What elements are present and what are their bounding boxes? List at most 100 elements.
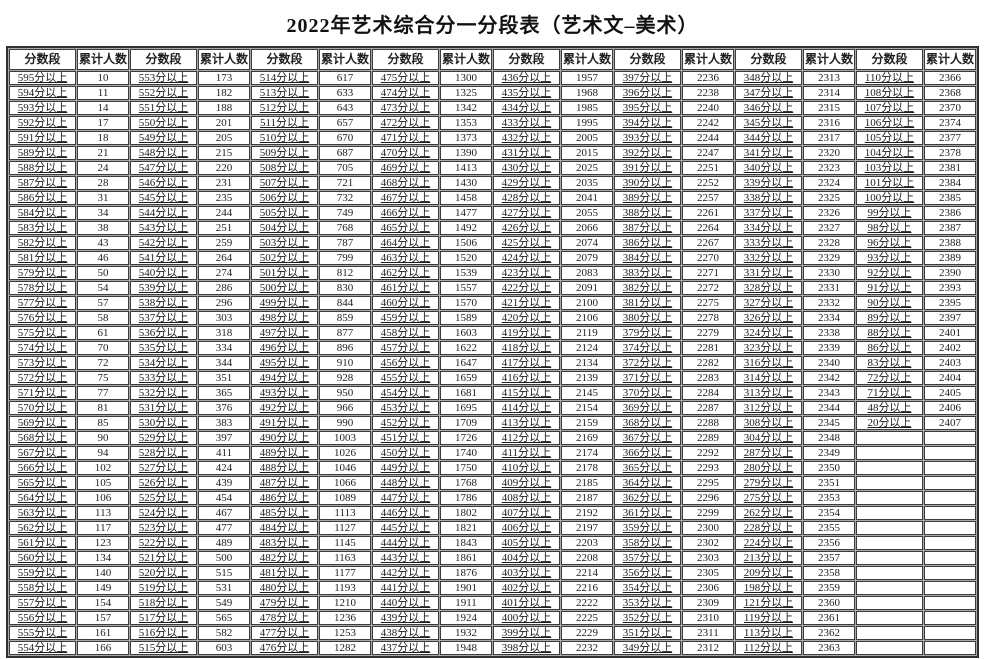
count-column-header: 累计人数 bbox=[682, 49, 734, 70]
score-cell: 386分以上 bbox=[613, 236, 682, 250]
score-cell: 89分以上 bbox=[855, 311, 923, 325]
count-cell: 2387 bbox=[924, 221, 976, 235]
score-cell: 467分以上 bbox=[371, 191, 440, 205]
score-cell: 538分以上 bbox=[129, 296, 198, 310]
score-cell: 374分以上 bbox=[613, 341, 682, 355]
score-column-header: 分数段 bbox=[855, 49, 923, 70]
score-cell: 83分以上 bbox=[855, 356, 923, 370]
count-cell: 844 bbox=[319, 296, 371, 310]
count-cell: 1373 bbox=[440, 131, 492, 145]
score-cell: 304分以上 bbox=[734, 431, 803, 445]
count-cell: 1695 bbox=[440, 401, 492, 415]
count-cell: 2361 bbox=[803, 611, 855, 625]
count-cell: 149 bbox=[77, 581, 129, 595]
score-cell: 535分以上 bbox=[129, 341, 198, 355]
score-cell: 460分以上 bbox=[371, 296, 440, 310]
count-cell: 2240 bbox=[682, 101, 734, 115]
score-cell: 506分以上 bbox=[250, 191, 319, 205]
score-cell: 521分以上 bbox=[129, 551, 198, 565]
score-cell: 345分以上 bbox=[734, 116, 803, 130]
score-cell: 578分以上 bbox=[9, 281, 77, 295]
score-cell: 398分以上 bbox=[492, 641, 561, 655]
count-cell: 344 bbox=[198, 356, 250, 370]
count-cell: 24 bbox=[77, 161, 129, 175]
score-cell: 20分以上 bbox=[855, 416, 923, 430]
count-cell: 2169 bbox=[561, 431, 613, 445]
count-cell: 351 bbox=[198, 371, 250, 385]
score-cell: 337分以上 bbox=[734, 206, 803, 220]
count-cell: 2279 bbox=[682, 326, 734, 340]
count-cell: 2395 bbox=[924, 296, 976, 310]
count-cell: 2351 bbox=[803, 476, 855, 490]
score-cell: 462分以上 bbox=[371, 266, 440, 280]
table-row: 584分以上 34 544分以上 244 505分以上 749 466分以上 1477 427分… bbox=[9, 206, 976, 220]
count-cell: 749 bbox=[319, 206, 371, 220]
count-cell: 787 bbox=[319, 236, 371, 250]
count-cell: 201 bbox=[198, 116, 250, 130]
score-cell: 481分以上 bbox=[250, 566, 319, 580]
score-cell: 287分以上 bbox=[734, 446, 803, 460]
count-cell: 812 bbox=[319, 266, 371, 280]
count-cell: 2390 bbox=[924, 266, 976, 280]
count-cell: 1750 bbox=[440, 461, 492, 475]
count-cell: 296 bbox=[198, 296, 250, 310]
count-cell: 1520 bbox=[440, 251, 492, 265]
count-cell: 2397 bbox=[924, 311, 976, 325]
table-row: 581分以上 46 541分以上 264 502分以上 799 463分以上 1520 424分… bbox=[9, 251, 976, 265]
score-cell: 490分以上 bbox=[250, 431, 319, 445]
count-cell: 2041 bbox=[561, 191, 613, 205]
count-cell: 14 bbox=[77, 101, 129, 115]
score-cell: 106分以上 bbox=[855, 116, 923, 130]
count-cell: 1193 bbox=[319, 581, 371, 595]
score-cell: 459分以上 bbox=[371, 311, 440, 325]
count-cell: 2139 bbox=[561, 371, 613, 385]
score-cell: 326分以上 bbox=[734, 311, 803, 325]
count-cell: 2402 bbox=[924, 341, 976, 355]
score-cell: 487分以上 bbox=[250, 476, 319, 490]
count-cell: 1876 bbox=[440, 566, 492, 580]
score-cell: 471分以上 bbox=[371, 131, 440, 145]
score-cell: 113分以上 bbox=[734, 626, 803, 640]
count-cell: 2282 bbox=[682, 356, 734, 370]
score-cell: 72分以上 bbox=[855, 371, 923, 385]
score-cell bbox=[855, 476, 923, 490]
score-cell: 518分以上 bbox=[129, 596, 198, 610]
score-cell: 458分以上 bbox=[371, 326, 440, 340]
count-cell: 2091 bbox=[561, 281, 613, 295]
count-cell: 2359 bbox=[803, 581, 855, 595]
count-cell: 1659 bbox=[440, 371, 492, 385]
table-row: 564分以上 106 525分以上 454 486分以上 1089 447分以上 1786 40… bbox=[9, 491, 976, 505]
score-cell bbox=[855, 461, 923, 475]
score-cell: 393分以上 bbox=[613, 131, 682, 145]
score-cell: 314分以上 bbox=[734, 371, 803, 385]
score-cell: 579分以上 bbox=[9, 266, 77, 280]
count-cell: 274 bbox=[198, 266, 250, 280]
count-cell: 2251 bbox=[682, 161, 734, 175]
count-cell: 2345 bbox=[803, 416, 855, 430]
count-cell: 1282 bbox=[319, 641, 371, 655]
count-cell: 830 bbox=[319, 281, 371, 295]
score-cell: 498分以上 bbox=[250, 311, 319, 325]
score-cell: 352分以上 bbox=[613, 611, 682, 625]
count-cell: 2106 bbox=[561, 311, 613, 325]
score-cell: 431分以上 bbox=[492, 146, 561, 160]
count-cell: 21 bbox=[77, 146, 129, 160]
score-cell: 119分以上 bbox=[734, 611, 803, 625]
count-cell: 2305 bbox=[682, 566, 734, 580]
score-cell: 327分以上 bbox=[734, 296, 803, 310]
score-cell: 475分以上 bbox=[371, 71, 440, 85]
score-cell: 423分以上 bbox=[492, 266, 561, 280]
score-column-header: 分数段 bbox=[734, 49, 803, 70]
count-cell: 188 bbox=[198, 101, 250, 115]
score-cell: 389分以上 bbox=[613, 191, 682, 205]
score-cell: 527分以上 bbox=[129, 461, 198, 475]
score-cell: 555分以上 bbox=[9, 626, 77, 640]
count-cell: 2342 bbox=[803, 371, 855, 385]
table-row: 563分以上 113 524分以上 467 485分以上 1113 446分以上 1802 40… bbox=[9, 506, 976, 520]
count-cell: 1539 bbox=[440, 266, 492, 280]
score-cell: 595分以上 bbox=[9, 71, 77, 85]
score-cell: 103分以上 bbox=[855, 161, 923, 175]
count-cell: 2314 bbox=[803, 86, 855, 100]
score-cell: 549分以上 bbox=[129, 131, 198, 145]
count-cell: 467 bbox=[198, 506, 250, 520]
